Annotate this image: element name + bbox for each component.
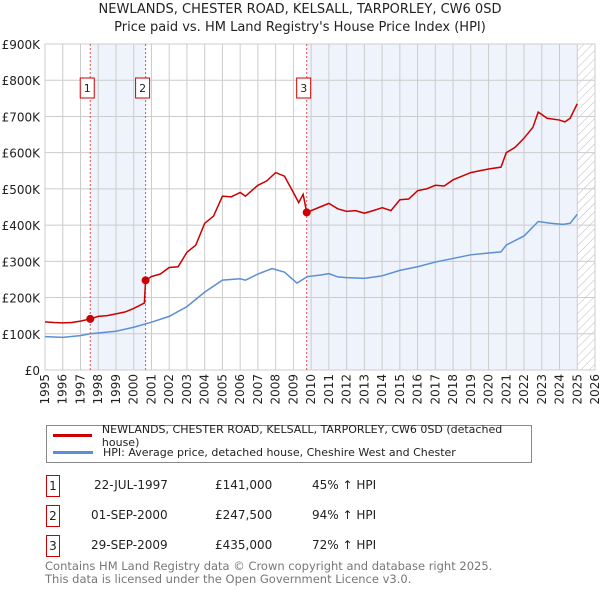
- y-tick-label: £600K: [2, 147, 42, 161]
- x-tick-label: 2001: [144, 374, 158, 405]
- x-tick-label: 2009: [286, 374, 300, 405]
- y-tick-label: £700K: [2, 110, 42, 124]
- transaction-price: £141,000: [215, 478, 273, 492]
- x-tick-label: 2002: [162, 374, 176, 405]
- x-tick-label: 2004: [198, 374, 212, 405]
- legend-label: HPI: Average price, detached house, Ches…: [103, 446, 456, 459]
- x-tick-label: 2011: [322, 374, 336, 405]
- x-tick-label: 2025: [570, 374, 584, 405]
- x-tick-label: 1997: [73, 374, 87, 405]
- series-line: [44, 213, 578, 339]
- x-tick-label: 2010: [304, 374, 318, 405]
- x-tick-label: 2000: [127, 374, 141, 405]
- x-tick-label: 2019: [464, 374, 478, 405]
- x-tick-label: 1995: [38, 374, 52, 405]
- transaction-date: 01-SEP-2000: [91, 508, 168, 522]
- x-tick-label: 2022: [517, 374, 531, 405]
- y-tick-label: £800K: [2, 74, 42, 88]
- transaction-row: 1 22-JUL-1997 £141,000 45% ↑ HPI: [46, 475, 546, 497]
- legend: NEWLANDS, CHESTER ROAD, KELSALL, TARPORL…: [46, 423, 532, 463]
- chart-title: NEWLANDS, CHESTER ROAD, KELSALL, TARPORL…: [98, 2, 502, 17]
- x-tick-label: 2026: [588, 374, 600, 405]
- x-tick-label: 2020: [482, 374, 496, 405]
- x-tick-label: 2015: [393, 374, 407, 405]
- transaction-date: 22-JUL-1997: [94, 478, 168, 492]
- transaction-price: £247,500: [215, 508, 273, 522]
- sale-point: [86, 314, 95, 323]
- footer-copyright: Contains HM Land Registry data © Crown c…: [45, 559, 493, 573]
- forecast-hatch: [577, 44, 595, 370]
- x-tick-label: 1996: [56, 374, 70, 405]
- transaction-hpi: 45% ↑ HPI: [312, 478, 377, 492]
- transaction-row: 2 01-SEP-2000 £247,500 94% ↑ HPI: [46, 505, 546, 527]
- y-tick-label: £0: [25, 364, 40, 378]
- sale-point: [141, 276, 150, 285]
- x-tick-label: 2016: [411, 374, 425, 405]
- transaction-row: 3 29-SEP-2009 £435,000 72% ↑ HPI: [46, 535, 546, 557]
- transaction-number: 1: [46, 475, 60, 497]
- transaction-price: £435,000: [215, 538, 273, 552]
- x-tick-label: 2021: [499, 374, 513, 405]
- transaction-hpi: 94% ↑ HPI: [312, 508, 377, 522]
- x-tick-label: 2024: [553, 374, 567, 405]
- sale-label-box: [79, 77, 95, 99]
- sale-label-box: [135, 77, 151, 99]
- x-tick-label: 2023: [535, 374, 549, 405]
- x-tick-label: 2017: [428, 374, 442, 405]
- legend-item-property: NEWLANDS, CHESTER ROAD, KELSALL, TARPORL…: [53, 423, 531, 449]
- y-tick-label: £400K: [2, 219, 42, 233]
- sale-label-box: [296, 77, 312, 99]
- y-tick-label: £200K: [2, 292, 42, 306]
- transaction-number: 3: [46, 535, 60, 557]
- y-tick-label: £300K: [2, 255, 42, 269]
- x-tick-label: 2014: [375, 374, 389, 405]
- legend-item-hpi: HPI: Average price, detached house, Ches…: [53, 444, 456, 461]
- footer-license: This data is licensed under the Open Gov…: [45, 572, 412, 586]
- sale-label: 1: [84, 82, 91, 95]
- shaded-range: [306, 44, 578, 370]
- legend-label: NEWLANDS, CHESTER ROAD, KELSALL, TARPORL…: [101, 422, 503, 449]
- x-tick-label: 2018: [446, 374, 460, 405]
- x-tick-label: 2008: [269, 374, 283, 405]
- x-tick-label: 2006: [233, 374, 247, 405]
- x-tick-label: 1998: [91, 374, 105, 405]
- sale-label: 2: [139, 82, 146, 95]
- transaction-hpi: 72% ↑ HPI: [312, 538, 377, 552]
- legend-swatch-blue: [53, 451, 93, 454]
- series-line: [44, 103, 578, 324]
- x-tick-label: 2003: [180, 374, 194, 405]
- y-tick-label: £100K: [2, 328, 42, 342]
- transaction-number: 2: [46, 505, 60, 527]
- sale-label: 3: [300, 82, 307, 95]
- x-tick-label: 2005: [215, 374, 229, 405]
- legend-swatch-red: [53, 434, 92, 437]
- transaction-date: 29-SEP-2009: [91, 538, 168, 552]
- price-chart: 1995 1996 1997 1998 1999 2000 2001 2002 2003 2004…: [2, 38, 600, 405]
- x-tick-label: 2007: [251, 374, 265, 405]
- sale-point: [302, 208, 311, 217]
- x-tick-label: 1999: [109, 374, 123, 405]
- chart-subtitle: Price paid vs. HM Land Registry's House …: [114, 20, 486, 35]
- y-tick-label: £900K: [2, 38, 42, 52]
- y-tick-label: £500K: [2, 183, 42, 197]
- plot-frame: [44, 43, 596, 371]
- x-tick-label: 2013: [357, 374, 371, 405]
- footer: Contains HM Land Registry data © Crown c…: [45, 560, 492, 586]
- x-tick-label: 2012: [340, 374, 354, 405]
